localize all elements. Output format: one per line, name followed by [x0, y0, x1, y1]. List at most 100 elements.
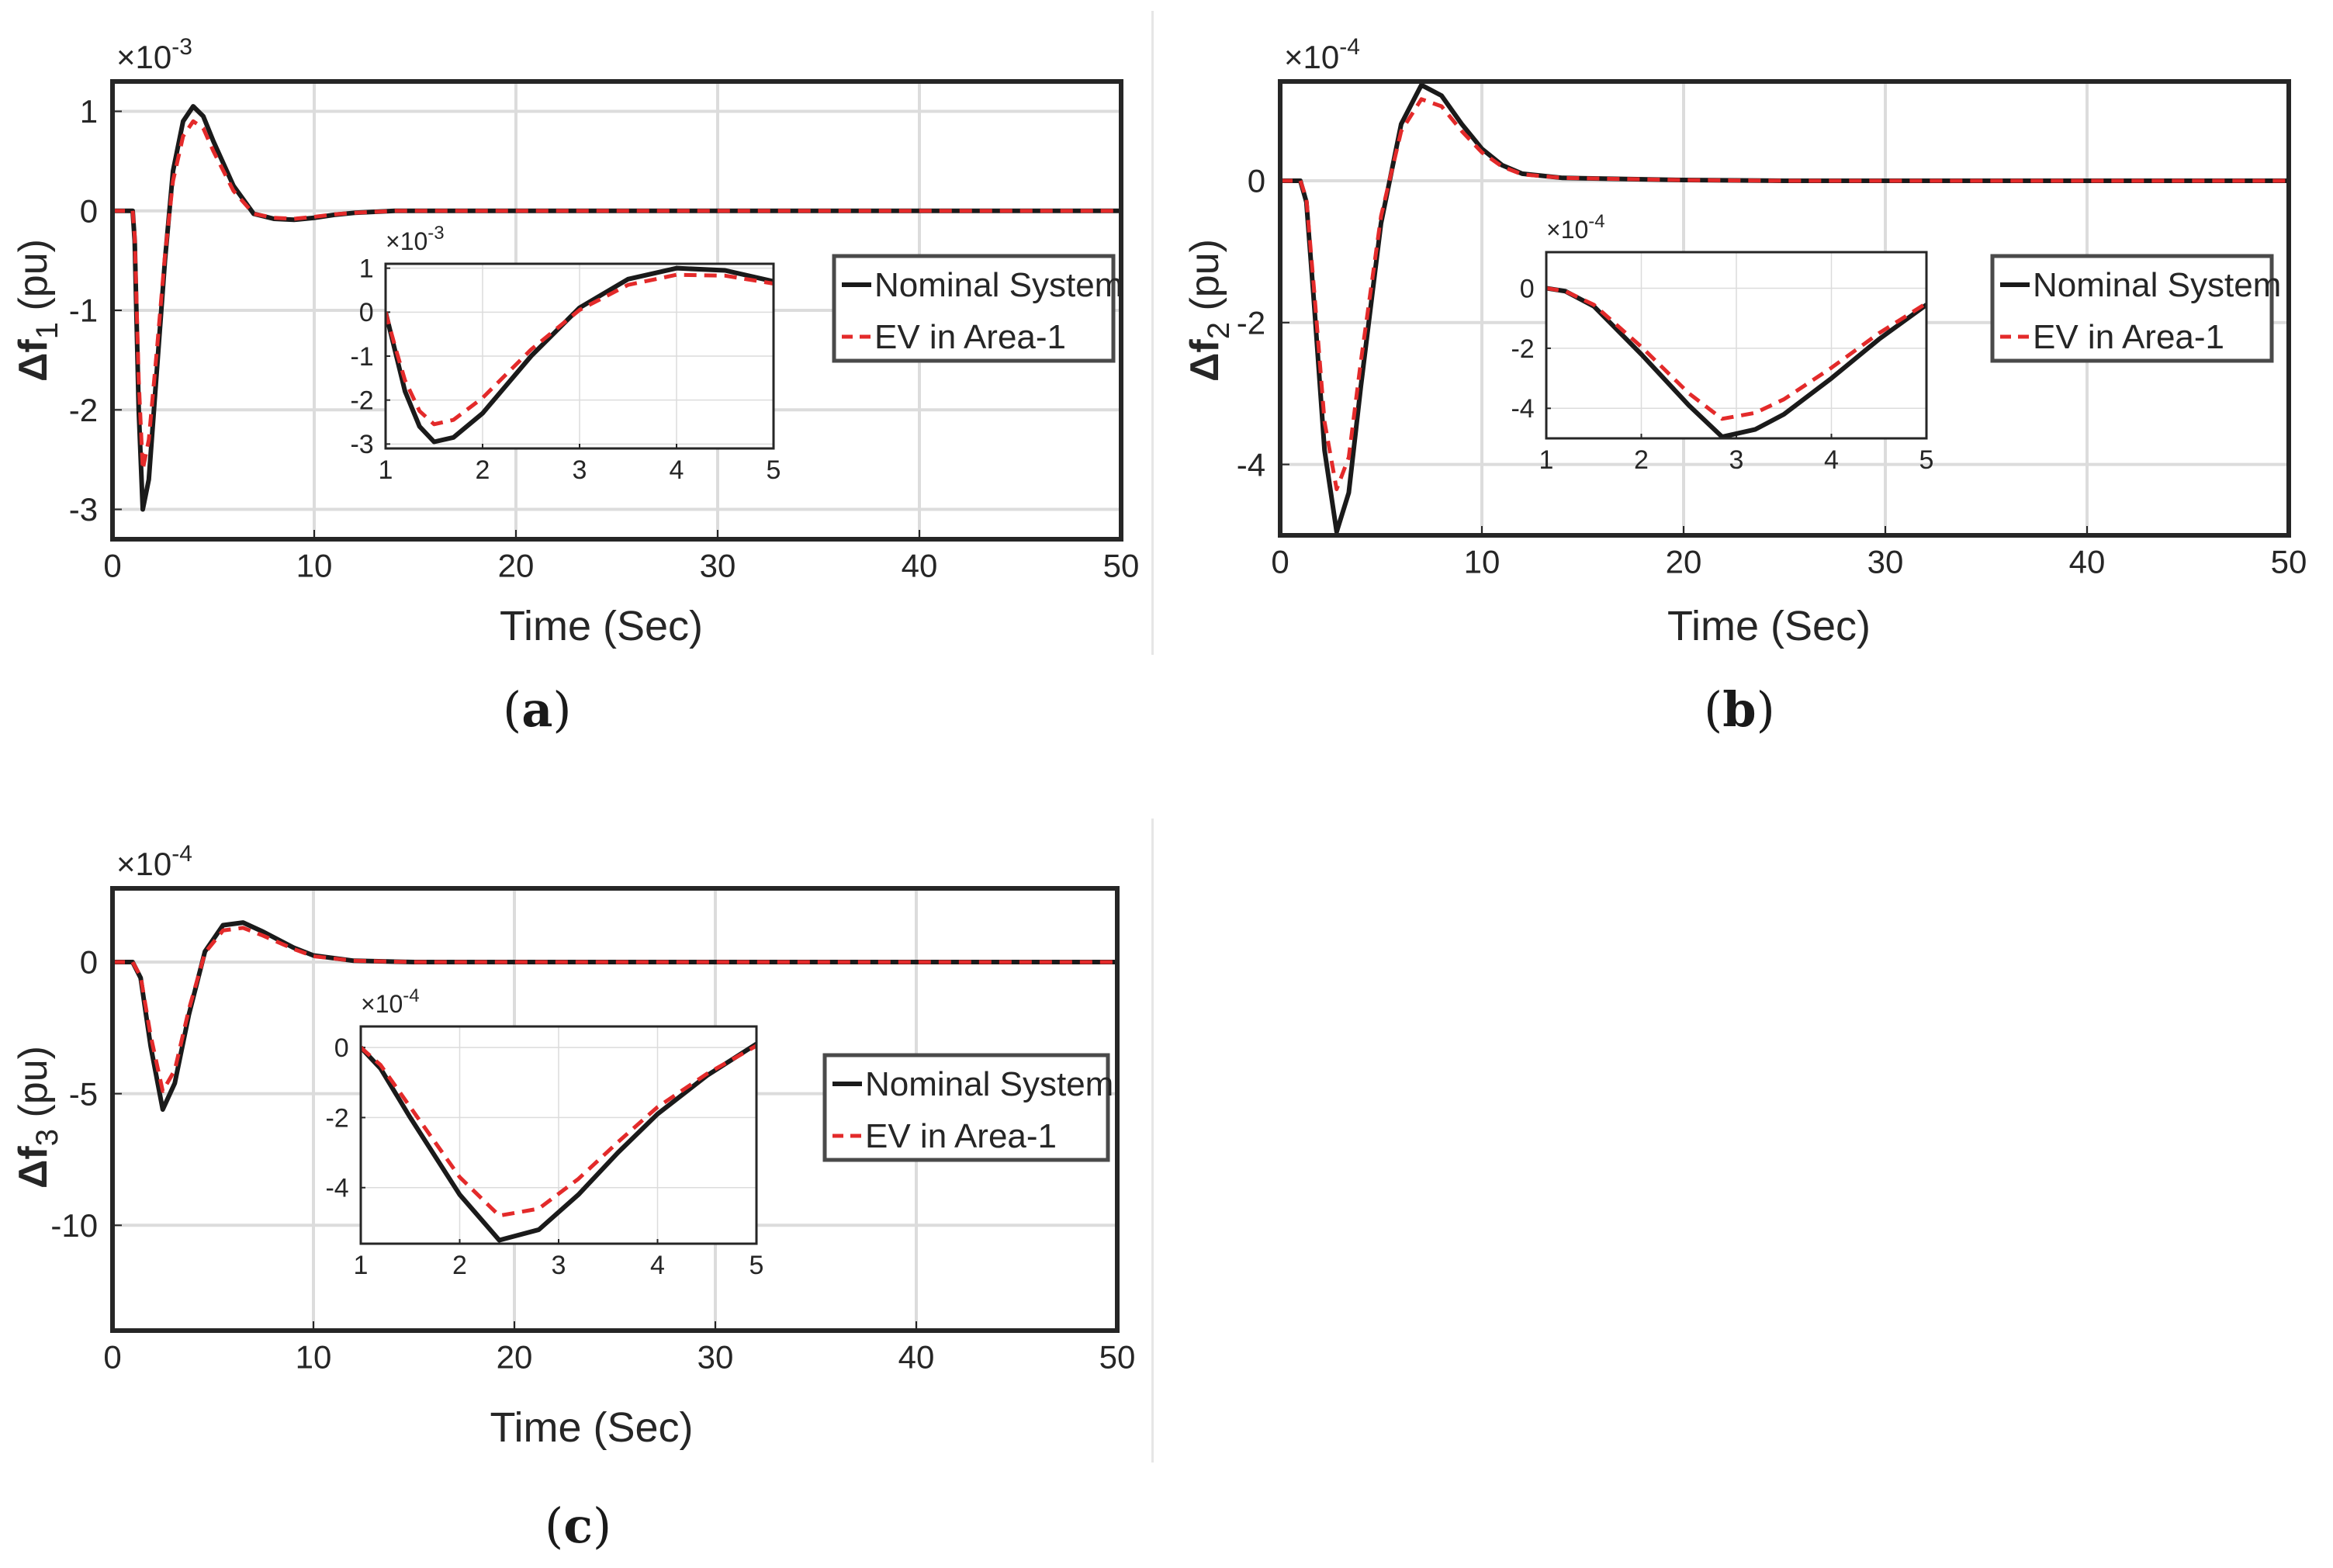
chart-c-legend-box: [822, 1053, 1110, 1162]
chart-a-xtick-label-0: 0: [103, 547, 121, 583]
chart-c-ytick-label-0: -10: [50, 1207, 98, 1244]
chart-a-xtick-label-5: 50: [1103, 547, 1140, 583]
chart-a-inset-xtick-label-1: 2: [476, 455, 490, 485]
chart-a-series-ev-in-area-1: [112, 119, 1121, 472]
chart-a-inset-ytick-label-2: -1: [350, 342, 373, 372]
chart-a-ytick-label-1: -2: [69, 392, 98, 428]
chart-c-inset-ytick-label-1: -2: [325, 1103, 348, 1133]
chart-b-legend-label-1: EV in Area-1: [2033, 318, 2224, 356]
chart-b-inset-ytick-label-1: -2: [1511, 334, 1534, 364]
chart-c-xlabel: Time (Sec): [490, 1404, 693, 1451]
chart-a-ytick-label-3: 0: [80, 192, 98, 229]
chart-b-ylabel: Δf2 (pu): [1182, 239, 1236, 382]
caption-a: (a): [503, 681, 572, 738]
chart-b-inset-xtick-label-0: 1: [1539, 445, 1554, 475]
chart-c-inset-exponent: ×10-4: [361, 985, 420, 1018]
chart-b-inset-ytick-label-0: -4: [1511, 394, 1534, 424]
chart-c-inset-ytick-label-0: -4: [325, 1174, 348, 1203]
chart-a-xtick-label-3: 30: [700, 547, 736, 583]
chart-b-inset-exponent: ×10-4: [1546, 211, 1605, 244]
chart-a-inset-ytick-label-1: -2: [350, 386, 373, 416]
chart-c-inset-series-nominal-system: [361, 1042, 756, 1243]
chart-c-frame: [110, 886, 1120, 1333]
chart-c-legend-label-1: EV in Area-1: [865, 1117, 1057, 1155]
chart-b-inset-series-ev-in-area-1: [1546, 286, 1926, 421]
chart-a-ytick-label-0: -3: [69, 491, 98, 528]
chart-a-inset-series-nominal-system: [386, 265, 774, 445]
chart-a-inset-series-group: [386, 265, 774, 445]
chart-c-inset-frame: [359, 1025, 758, 1245]
chart-b-inset-xtick-label-2: 3: [1729, 445, 1744, 475]
chart-c-xtick-label-2: 20: [497, 1338, 533, 1375]
chart-b-series-ev-in-area-1: [1280, 97, 2289, 492]
chart-c-exponent: ×10-4: [116, 841, 192, 882]
chart-a-inset-xtick-label-0: 1: [379, 455, 393, 485]
chart-c-inset-xtick-label-3: 4: [650, 1251, 665, 1280]
chart-b-xlabel: Time (Sec): [1667, 603, 1871, 649]
chart-a-series-group: [112, 104, 1121, 512]
chart-b-inset-xtick-label-3: 4: [1824, 445, 1839, 475]
chart-a-ytick-label-2: -1: [69, 292, 98, 329]
chart-b-xtick-label-1: 10: [1464, 543, 1501, 580]
chart-b-inset-xtick-label-4: 5: [1919, 445, 1934, 475]
chart-b-ytick-label-1: -2: [1237, 304, 1265, 341]
chart-c-inset-xtick-label-2: 3: [552, 1251, 566, 1280]
chart-b-xtick-label-0: 0: [1271, 543, 1289, 580]
chart-b-inset-ytick-label-2: 0: [1520, 274, 1535, 303]
chart-a-exponent: ×10-3: [116, 34, 192, 75]
chart-b-xtick-label-3: 30: [1867, 543, 1904, 580]
chart-b-frame: [1278, 79, 2291, 538]
chart-a-inset-frame: [384, 262, 775, 450]
chart-a-ylabel: Δf1 (pu): [11, 239, 64, 382]
chart-b-exponent: ×10-4: [1284, 34, 1360, 75]
chart-a-inset-xtick-label-3: 4: [670, 455, 684, 485]
chart-c-ytick-label-2: 0: [80, 944, 98, 981]
chart-c-inset-series-ev-in-area-1: [361, 1044, 756, 1218]
chart-b-legend-box: [1990, 254, 2274, 363]
chart-c-inset-xtick-label-4: 5: [749, 1251, 764, 1280]
chart-a-xtick-label-4: 40: [902, 547, 938, 583]
chart-a-xlabel: Time (Sec): [500, 603, 703, 649]
chart-a-legend-box: [832, 254, 1116, 363]
caption-c: (c): [545, 1497, 612, 1554]
chart-c-inset-xtick-label-1: 2: [452, 1251, 467, 1280]
chart-c-xtick-label-1: 10: [296, 1338, 332, 1375]
chart-a-inset-ytick-label-0: -3: [350, 430, 373, 459]
chart-a-inset-series-ev-in-area-1: [386, 272, 774, 427]
chart-c-legend-label-0: Nominal System: [865, 1065, 1113, 1103]
chart-c-xtick-label-5: 50: [1099, 1338, 1136, 1375]
chart-c-inset-ytick-label-2: 0: [334, 1033, 349, 1063]
chart-c-series-group: [112, 920, 1117, 1112]
chart-a-xtick-label-1: 10: [296, 547, 333, 583]
vertical-separator-bottom: [1151, 819, 1154, 1462]
chart-c-ylabel: Δf3 (pu): [11, 1046, 64, 1189]
chart-a-xtick-label-2: 20: [498, 547, 535, 583]
chart-a-legend-label-0: Nominal System: [874, 266, 1123, 304]
chart-c-xtick-label-3: 30: [697, 1338, 734, 1375]
chart-b-ytick-label-0: -4: [1237, 446, 1265, 483]
caption-b: (b): [1704, 681, 1775, 738]
chart-a-inset-exponent: ×10-3: [386, 223, 445, 255]
chart-b-inset-series-group: [1546, 286, 1926, 438]
chart-b-xtick-label-5: 50: [2271, 543, 2307, 580]
chart-c-inset-series-group: [361, 1042, 756, 1243]
chart-a-inset-xtick-label-2: 3: [573, 455, 587, 485]
chart-a-inset-xtick-label-4: 5: [767, 455, 781, 485]
chart-b-ytick-label-2: 0: [1248, 163, 1265, 199]
chart-a-frame: [110, 79, 1123, 542]
chart-b-series-group: [1280, 82, 2289, 535]
chart-a-inset-ytick-label-4: 1: [359, 254, 374, 284]
vertical-separator-top: [1151, 11, 1154, 655]
chart-c-xtick-label-4: 40: [898, 1338, 935, 1375]
chart-a-ytick-label-4: 1: [80, 93, 98, 130]
chart-b-inset-frame: [1545, 251, 1928, 440]
chart-c-ytick-label-1: -5: [69, 1075, 98, 1112]
chart-b-xtick-label-4: 40: [2069, 543, 2106, 580]
chart-b-xtick-label-2: 20: [1666, 543, 1702, 580]
chart-a-legend-label-1: EV in Area-1: [874, 318, 1066, 356]
chart-b-inset-xtick-label-1: 2: [1634, 445, 1649, 475]
chart-c-inset-xtick-label-0: 1: [354, 1251, 369, 1280]
chart-a-inset-ytick-label-3: 0: [359, 298, 374, 327]
